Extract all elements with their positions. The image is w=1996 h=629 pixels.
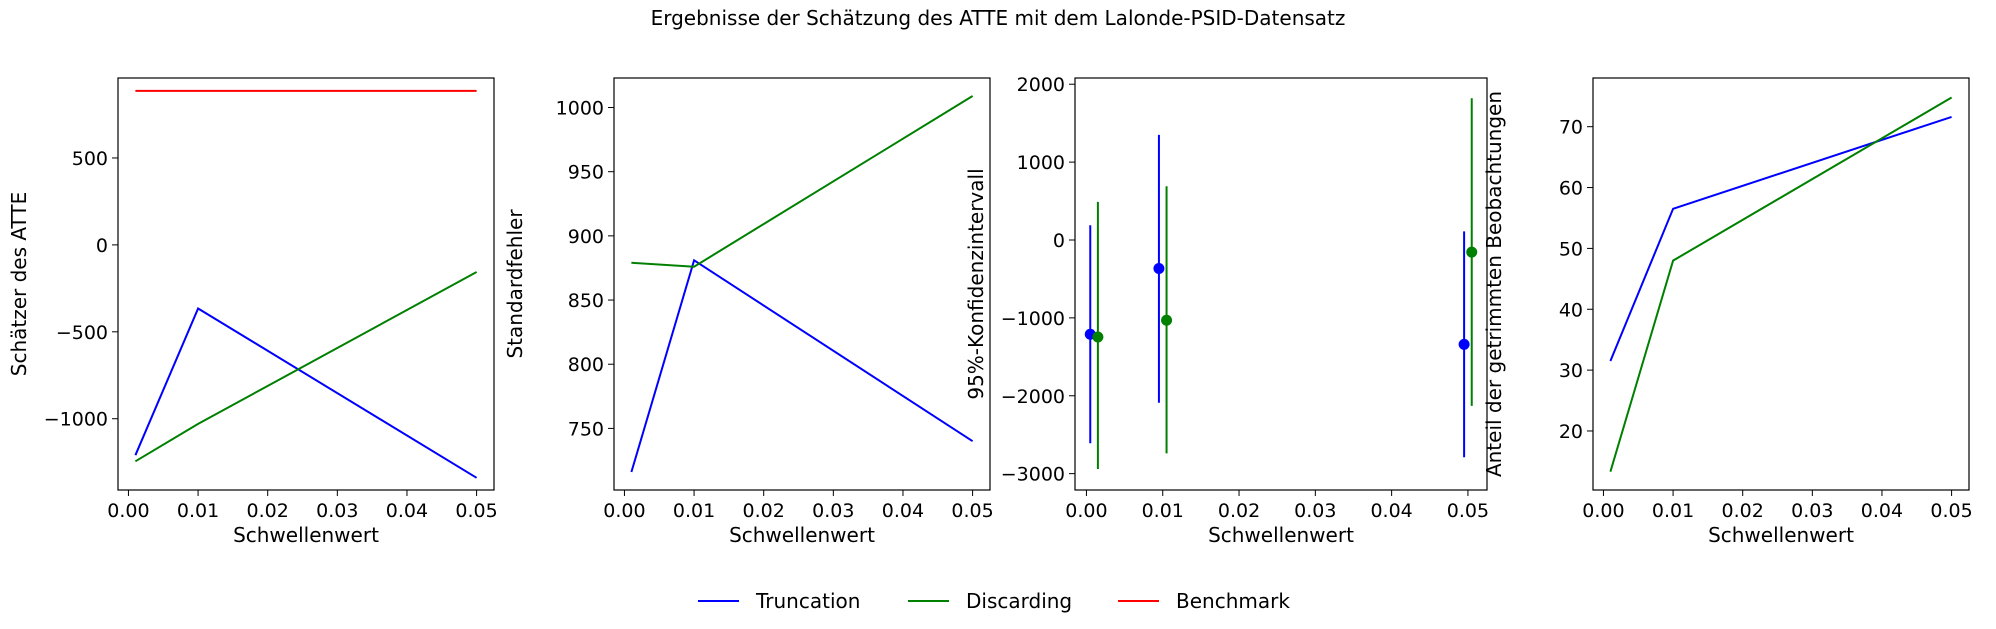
x-tick-label: 0.04	[386, 500, 428, 522]
series-line-truncation	[630, 258, 974, 473]
x-tick-label: 0.04	[1370, 500, 1412, 522]
series-line-truncation	[1609, 115, 1952, 362]
y-tick-label: 30	[1559, 360, 1583, 382]
x-axis-label: Schwellenwert	[729, 523, 875, 547]
point-truncation	[1153, 263, 1165, 275]
x-tick-label: 0.00	[107, 500, 149, 522]
y-tick-label: −1000	[44, 409, 108, 431]
x-tick-label: 0.00	[603, 500, 645, 522]
y-tick-label: 1000	[1017, 152, 1065, 174]
x-axis-label: Schwellenwert	[1208, 523, 1354, 547]
axes-frame	[117, 77, 495, 491]
subplot-4: 0.00 0.01 0.02 0.03 0.04 0.05 20 30 40 50 60 70 Schw…	[1482, 77, 1973, 547]
y-tick-label: 900	[568, 226, 604, 248]
point-discarding	[1161, 314, 1173, 326]
x-axis-label: Schwellenwert	[233, 523, 379, 547]
x-tick-label: 0.05	[1930, 500, 1972, 522]
x-tick-label: 0.01	[673, 500, 715, 522]
x-tick-label: 0.02	[743, 500, 785, 522]
legend-label-benchmark: Benchmark	[1176, 589, 1290, 613]
series-line-discarding	[631, 95, 974, 268]
x-tick-label: 0.05	[455, 500, 497, 522]
y-tick-label: 40	[1559, 299, 1583, 321]
series-line-discarding	[1609, 96, 1953, 472]
y-tick-label: 500	[72, 148, 108, 170]
y-tick-label: 50	[1559, 238, 1583, 260]
axes-frame	[1592, 77, 1970, 491]
y-tick-label: 0	[1053, 230, 1065, 252]
subplot-1: 0.00 0.01 0.02 0.03 0.04 0.05 −1000 −500 0 500 Sch…	[7, 77, 498, 547]
y-tick-label: −2000	[1001, 386, 1065, 408]
series-line-truncation	[134, 307, 478, 479]
y-tick-label: 20	[1559, 421, 1583, 443]
y-tick-label: 70	[1559, 117, 1583, 139]
x-tick-label: 0.04	[882, 500, 924, 522]
x-tick-label: 0.04	[1861, 500, 1903, 522]
x-tick-label: 0.03	[1294, 500, 1336, 522]
subplot-3: 0.00 0.01 0.02 0.03 0.04 0.05 −3000 −2000 −1000 0…	[964, 74, 1489, 547]
x-tick-label: 0.05	[951, 500, 993, 522]
legend-label-truncation: Truncation	[755, 589, 860, 613]
y-tick-label: 60	[1559, 178, 1583, 200]
subplot-2: 0.00 0.01 0.02 0.03 0.04 0.05 750 800 850 900 950 1…	[503, 77, 994, 547]
x-tick-label: 0.01	[1142, 500, 1184, 522]
series-line-discarding	[134, 271, 478, 463]
y-tick-label: −3000	[1001, 464, 1065, 486]
y-tick-label: −500	[56, 322, 108, 344]
subplot-grid: 0.00 0.01 0.02 0.03 0.04 0.05−1000−5000500Sch…	[7, 74, 1973, 547]
point-discarding	[1466, 246, 1478, 258]
x-tick-label: 0.03	[1791, 500, 1833, 522]
x-tick-label: 0.03	[812, 500, 854, 522]
x-tick-label: 0.02	[247, 500, 289, 522]
y-axis-label: Schätzer des ATTE	[7, 192, 31, 376]
x-axis-label: Schwellenwert	[1708, 523, 1854, 547]
y-tick-label: −1000	[1001, 308, 1065, 330]
figure-legend: Truncation Discarding Benchmark	[698, 589, 1290, 613]
y-tick-label: 0	[96, 235, 108, 257]
axes-frame	[1074, 77, 1488, 491]
legend-label-discarding: Discarding	[966, 589, 1072, 613]
x-tick-label: 0.03	[316, 500, 358, 522]
point-discarding	[1092, 331, 1104, 343]
y-axis-label: 95%-Konfidenzintervall	[964, 168, 988, 399]
x-tick-label: 0.00	[1065, 500, 1107, 522]
figure-title: Ergebnisse der Schätzung des ATTE mit de…	[651, 6, 1346, 30]
y-tick-label: 1000	[556, 98, 604, 120]
x-tick-label: 0.01	[177, 500, 219, 522]
y-tick-label: 750	[568, 418, 604, 440]
y-tick-label: 2000	[1017, 74, 1065, 96]
y-axis-label: Standardfehler	[503, 209, 527, 359]
x-tick-label: 0.05	[1447, 500, 1489, 522]
x-tick-label: 0.02	[1218, 500, 1260, 522]
y-tick-label: 850	[568, 290, 604, 312]
y-tick-label: 950	[568, 162, 604, 184]
point-truncation	[1458, 338, 1470, 350]
axes-frame	[613, 77, 991, 491]
y-tick-label: 800	[568, 354, 604, 376]
x-tick-label: 0.01	[1652, 500, 1694, 522]
y-axis-label: Anteil der getrimmten Beobachtungen	[1482, 91, 1506, 477]
x-tick-label: 0.02	[1722, 500, 1764, 522]
x-tick-label: 0.00	[1582, 500, 1624, 522]
